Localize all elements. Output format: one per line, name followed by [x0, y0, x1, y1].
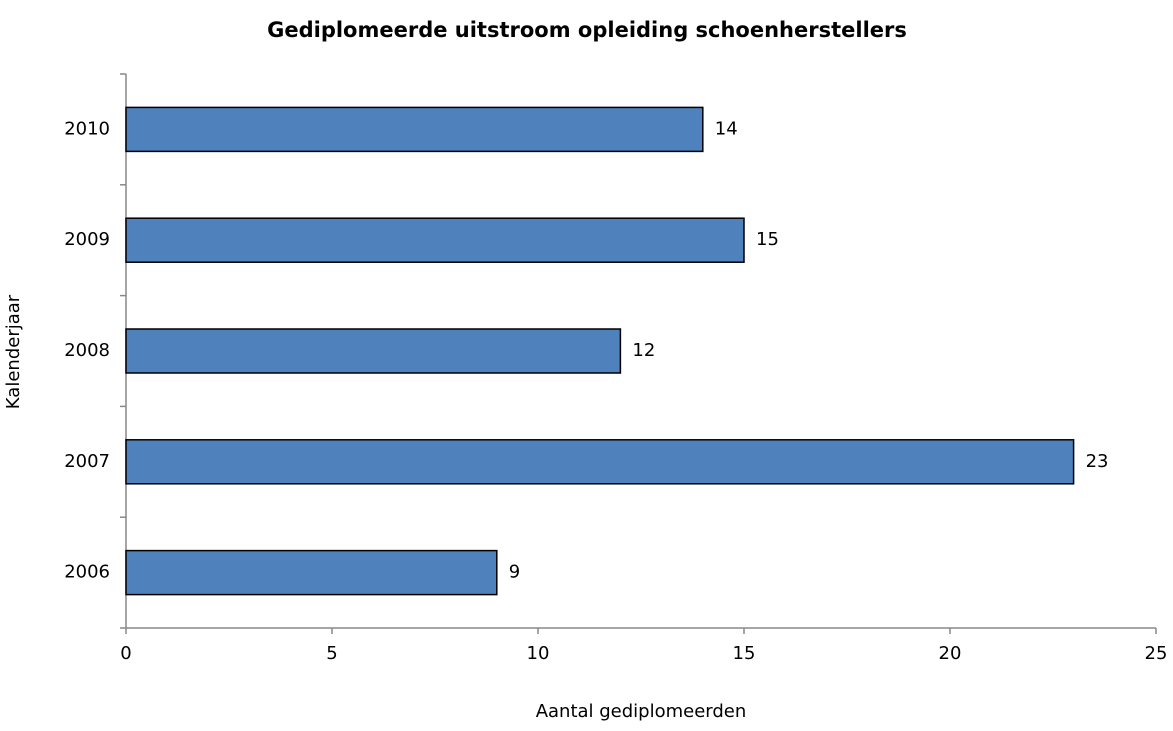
- x-tick-label: 5: [326, 643, 337, 664]
- y-tick-label: 2008: [64, 340, 110, 361]
- x-tick-label: 25: [1145, 643, 1168, 664]
- value-label: 15: [756, 229, 779, 250]
- y-tick-label: 2010: [64, 118, 110, 139]
- chart-title: Gediplomeerde uitstroom opleiding schoen…: [267, 18, 907, 42]
- x-tick-label: 20: [939, 643, 962, 664]
- x-tick-label: 15: [733, 643, 756, 664]
- x-tick-label: 0: [120, 643, 131, 664]
- bar: [125, 439, 1075, 485]
- bar: [125, 106, 704, 153]
- y-tick-label: 2007: [64, 451, 110, 472]
- bar: [125, 328, 622, 374]
- x-axis-label: Aantal gediplomeerden: [536, 701, 747, 722]
- y-tick-label: 2006: [64, 562, 110, 583]
- bar: [125, 217, 745, 263]
- value-label: 14: [715, 118, 738, 139]
- value-label: 12: [632, 340, 655, 361]
- x-tick-label: 10: [527, 643, 550, 664]
- y-tick-label: 2009: [64, 229, 110, 250]
- y-axis-label: Kalenderjaar: [3, 294, 24, 409]
- bar: [125, 549, 498, 596]
- value-label: 23: [1086, 451, 1109, 472]
- value-label: 9: [509, 562, 520, 583]
